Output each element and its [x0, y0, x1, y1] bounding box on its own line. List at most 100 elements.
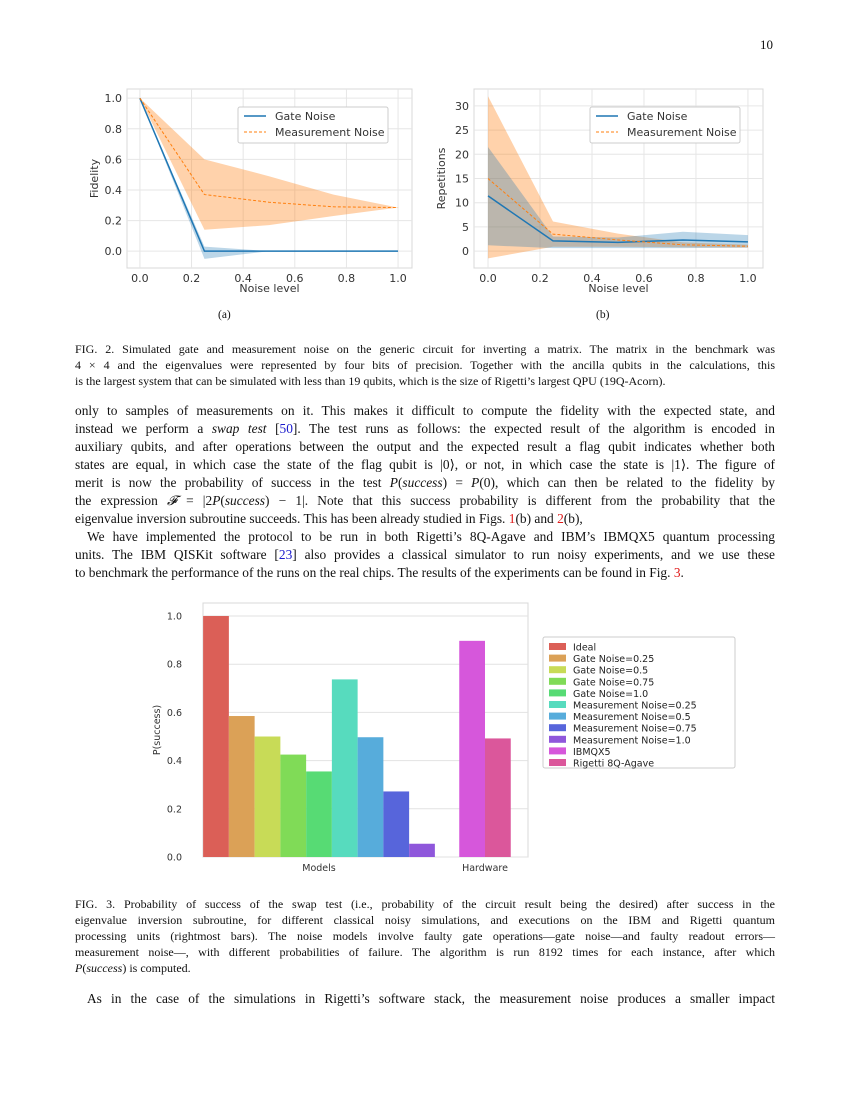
line-chart-a: 0.0 0.2 0.4 0.6 0.8 1.0 0.0 0.2 0.4 0.6 0.8 1.0 Nois… [88, 88, 413, 295]
y-tick-label: 0.8 [167, 660, 182, 671]
bar [459, 640, 485, 857]
text-span: success [224, 493, 266, 508]
text-line: eigenvalue inversion subroutine succeeds… [75, 511, 775, 527]
y-tick-label: 25 [455, 124, 469, 137]
text-span: . [680, 565, 684, 580]
x-category-label: Hardware [462, 863, 508, 874]
bar [383, 791, 410, 857]
x-axis-label: Noise level [588, 282, 648, 295]
y-tick-label: 20 [455, 148, 469, 161]
text-span: instead we perform a [75, 421, 212, 436]
legend-label: Measurement Noise=0.25 [573, 701, 697, 712]
legend-swatch [549, 735, 566, 743]
legend-swatch [549, 747, 566, 755]
y-tick-label: 30 [455, 100, 469, 113]
text-line: P(success) is computed. [75, 961, 775, 976]
text-line: merit is now the probability of success … [75, 475, 775, 491]
text-line: 4 × 4 and the eigenvalues were represent… [75, 358, 775, 373]
x-tick-label: 0.6 [635, 272, 653, 285]
bar [306, 771, 332, 857]
x-axis-label: Noise level [239, 282, 299, 295]
x-tick-label: 0.4 [583, 272, 601, 285]
x-category-label: Models [302, 863, 336, 874]
text-span: FIG. 2. Simulated gate and measurement n… [75, 342, 775, 356]
y-axis-label: Repetitions [435, 147, 448, 209]
text-span: FIG. 3. Probability of success of the sw… [75, 897, 775, 911]
legend-label: Gate Noise=0.5 [573, 666, 648, 677]
legend-box [542, 636, 736, 769]
figure-ref-link[interactable]: 1 [508, 511, 516, 526]
text-line: processing units (rightmost bars). The n… [75, 929, 775, 944]
text-span: eigenvalue inversion subroutine, for dif… [75, 913, 775, 927]
legend-box [589, 106, 741, 144]
text-line: measurement noise—, with different proba… [75, 945, 775, 960]
x-tick-label: 0.4 [234, 272, 252, 285]
legend-swatch [549, 712, 566, 720]
legend-label: Gate Noise=0.25 [573, 654, 654, 665]
legend-label: Measurement Noise=0.5 [573, 712, 691, 723]
x-tick-label: 0.8 [338, 272, 356, 285]
bar [485, 738, 511, 857]
text-span: is the largest system that can be simula… [75, 374, 666, 388]
text-line: instead we perform a swap test [50]. The… [75, 421, 775, 437]
y-tick-label: 0.6 [105, 153, 123, 166]
y-tick-label: 1.0 [167, 612, 182, 623]
x-tick-label: 0.0 [479, 272, 497, 285]
text-span: (b) and [515, 511, 558, 526]
series-line [487, 178, 748, 247]
text-line: the expression 𝓕 = |2P(success) − 1|. No… [75, 493, 775, 509]
legend-label: Gate Noise [275, 110, 336, 123]
text-span: states are equal, in which case the stat… [75, 457, 775, 472]
y-tick-label: 10 [455, 197, 469, 210]
bar [203, 616, 229, 857]
x-tick-label: 0.0 [131, 272, 149, 285]
text-span: success [402, 475, 443, 490]
text-span: = |2 [176, 493, 213, 508]
figure-ref-link[interactable]: 2 [557, 511, 564, 526]
y-tick-label: 0.0 [105, 245, 123, 258]
text-line: FIG. 3. Probability of success of the sw… [75, 897, 775, 912]
text-span: ]. The test runs as follows: the expecte… [292, 421, 775, 436]
text-line: states are equal, in which case the stat… [75, 457, 775, 473]
x-tick-label: 0.6 [286, 272, 304, 285]
legend-swatch [549, 666, 566, 674]
x-tick-label: 0.8 [687, 272, 705, 285]
subfigure-label-b: (b) [596, 309, 610, 321]
text-line: FIG. 2. Simulated gate and measurement n… [75, 342, 775, 357]
text-span: P [212, 493, 221, 508]
text-span: to benchmark the performance of the runs… [75, 565, 674, 580]
y-tick-label: 0.6 [167, 708, 182, 719]
citation-link[interactable]: 23 [278, 547, 293, 562]
text-span: eigenvalue inversion subroutine succeeds… [75, 511, 509, 526]
bar-chart: 0.0 0.2 0.4 0.6 0.8 1.0 Models Hardware P(succes… [152, 602, 736, 874]
text-span: units. The IBM QISKit software [ [75, 547, 279, 562]
legend-swatch [549, 643, 566, 650]
legend-label: Gate Noise=0.75 [573, 677, 654, 688]
text-span: the expression [75, 493, 167, 508]
figure-ref-link[interactable]: 3 [673, 565, 681, 580]
text-span: We have implemented the protocol to be r… [87, 529, 775, 544]
legend-label: Measurement Noise [275, 126, 385, 139]
text-line: We have implemented the protocol to be r… [87, 529, 775, 545]
y-tick-label: 0.4 [105, 184, 123, 197]
legend-label: Measurement Noise=1.0 [573, 735, 691, 746]
y-tick-label: 0.8 [105, 123, 123, 136]
legend-swatch [549, 701, 566, 708]
legend-swatch [549, 724, 566, 732]
bar [254, 736, 281, 857]
text-span: success [86, 961, 123, 975]
legend-label: Gate Noise=1.0 [573, 689, 648, 700]
text-line: to benchmark the performance of the runs… [75, 565, 775, 581]
legend-label: Rigetti 8Q-Agave [573, 759, 654, 770]
text-span: ] also provides a classical simulator to… [292, 547, 775, 562]
bar [357, 737, 384, 857]
y-tick-label: 0.4 [167, 756, 182, 767]
legend-swatch [549, 677, 566, 685]
text-span: measurement noise—, with different proba… [75, 945, 775, 959]
citation-link[interactable]: 50 [279, 421, 293, 436]
bar [228, 716, 255, 857]
legend: Gate Noise Measurement Noise [237, 106, 389, 144]
text-span: ( [82, 961, 87, 975]
